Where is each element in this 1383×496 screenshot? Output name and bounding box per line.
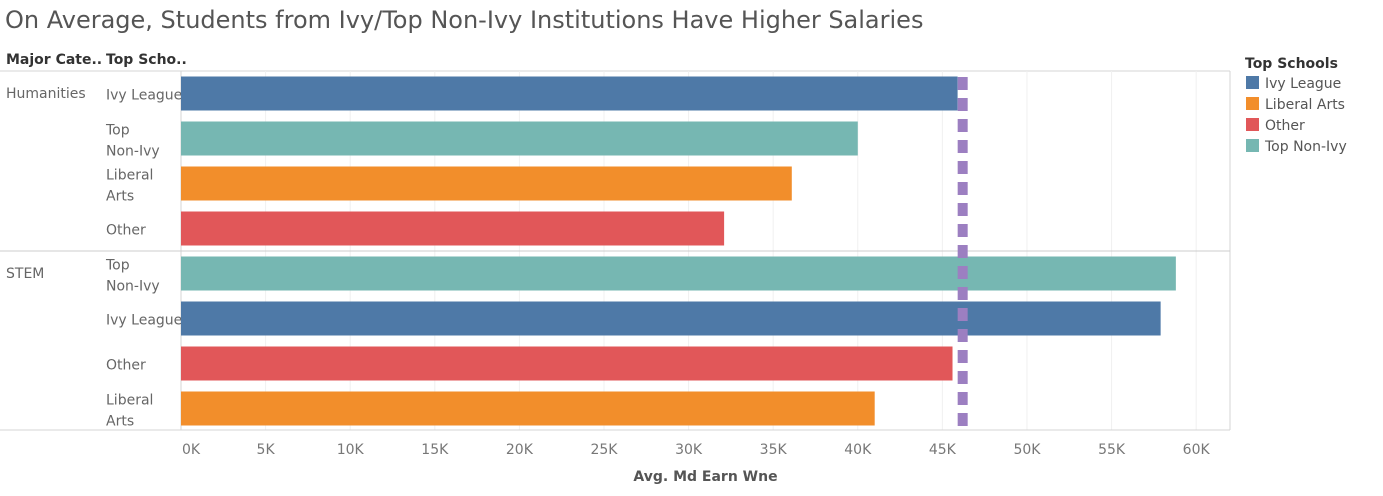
x-tick-label-55k: 55K — [1098, 442, 1126, 458]
bar-humanities-ivy-league[interactable] — [181, 76, 958, 111]
category-label-humanities-liberal-arts: Liberal — [106, 168, 153, 184]
x-tick-label-40k: 40K — [844, 442, 872, 458]
chart-title: On Average, Students from Ivy/Top Non-Iv… — [5, 6, 924, 34]
bar-stem-liberal-arts[interactable] — [181, 391, 875, 426]
category-label-stem-liberal-arts-line2: Arts — [106, 414, 134, 430]
x-tick-label-5k: 5K — [257, 442, 276, 458]
legend-title: Top Schools — [1245, 56, 1338, 72]
legend-swatch-liberal-arts — [1246, 97, 1259, 110]
bar-humanities-top-non-ivy[interactable] — [181, 121, 858, 156]
category-label-humanities-ivy-league: Ivy League — [106, 88, 182, 104]
category-label-stem-ivy-league: Ivy League — [106, 313, 182, 329]
group-label-humanities: Humanities — [6, 86, 86, 102]
category-label-stem-top-non-ivy-line2: Non-Ivy — [106, 279, 160, 295]
category-label-humanities-top-non-ivy-line2: Non-Ivy — [106, 144, 160, 160]
legend-label-ivy-league: Ivy League — [1265, 76, 1341, 92]
legend-swatch-top-non-ivy — [1246, 139, 1259, 152]
bar-stem-top-non-ivy[interactable] — [181, 256, 1176, 291]
legend-label-other: Other — [1265, 118, 1305, 134]
category-label-stem-top-non-ivy: Top — [105, 258, 130, 274]
legend-swatch-other — [1246, 118, 1259, 131]
legend-swatch-ivy-league — [1246, 76, 1259, 89]
category-label-stem-liberal-arts: Liberal — [106, 393, 153, 409]
x-axis-label: Avg. Md Earn Wne — [633, 469, 777, 485]
x-tick-label-20k: 20K — [506, 442, 534, 458]
x-tick-label-15k: 15K — [421, 442, 449, 458]
row-header-top-schools: Top Scho.. — [106, 52, 187, 68]
bar-stem-ivy-league[interactable] — [181, 301, 1161, 336]
bar-stem-other[interactable] — [181, 346, 953, 381]
category-label-humanities-top-non-ivy: Top — [105, 123, 130, 139]
category-label-humanities-liberal-arts-line2: Arts — [106, 189, 134, 205]
x-tick-label-45k: 45K — [929, 442, 957, 458]
category-label-stem-other: Other — [106, 358, 146, 374]
legend-label-top-non-ivy: Top Non-Ivy — [1264, 139, 1347, 155]
x-tick-label-30k: 30K — [675, 442, 703, 458]
x-tick-label-35k: 35K — [760, 442, 788, 458]
bar-humanities-liberal-arts[interactable] — [181, 166, 792, 201]
x-tick-label-0k: 0K — [182, 442, 201, 458]
x-tick-label-25k: 25K — [590, 442, 618, 458]
x-tick-label-10k: 10K — [337, 442, 365, 458]
row-header-major-category: Major Cate.. — [6, 52, 102, 68]
category-label-humanities-other: Other — [106, 223, 146, 239]
x-tick-label-60k: 60K — [1183, 442, 1211, 458]
x-tick-label-50k: 50K — [1013, 442, 1041, 458]
group-label-stem: STEM — [6, 266, 44, 282]
legend-label-liberal-arts: Liberal Arts — [1265, 97, 1345, 113]
bar-humanities-other[interactable] — [181, 211, 725, 246]
